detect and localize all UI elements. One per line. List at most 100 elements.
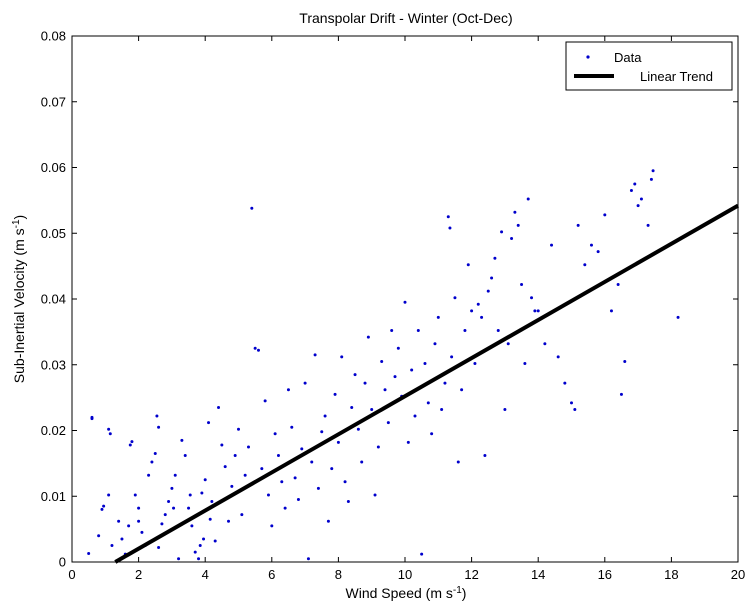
- data-point: [237, 427, 240, 431]
- data-point: [450, 355, 454, 359]
- data-point: [326, 519, 330, 523]
- x-tick-label: 12: [464, 567, 478, 582]
- data-point: [313, 353, 317, 357]
- data-point: [173, 473, 177, 477]
- data-point: [198, 544, 202, 548]
- data-point: [496, 329, 500, 333]
- data-point: [280, 480, 284, 484]
- data-point: [443, 381, 447, 385]
- data-point: [370, 407, 374, 411]
- data-point: [170, 486, 174, 490]
- data-point: [393, 375, 397, 379]
- y-tick-label: 0.02: [41, 423, 66, 438]
- data-point: [436, 315, 440, 319]
- data-point: [380, 359, 384, 363]
- data-point: [187, 506, 191, 510]
- data-point: [573, 407, 577, 411]
- data-point: [503, 407, 507, 411]
- y-tick-label: 0.01: [41, 489, 66, 504]
- data-point: [506, 342, 510, 346]
- data-point: [108, 432, 112, 436]
- data-point: [536, 309, 540, 313]
- data-point: [426, 401, 430, 405]
- data-point: [190, 524, 194, 528]
- data-point: [320, 430, 324, 434]
- data-point: [293, 476, 297, 480]
- data-point: [273, 432, 277, 436]
- data-point: [676, 315, 680, 319]
- data-point: [433, 342, 437, 346]
- y-tick-label: 0.05: [41, 226, 66, 241]
- data-point: [270, 524, 274, 528]
- data-point: [203, 478, 207, 482]
- data-point: [246, 445, 250, 449]
- data-point: [513, 210, 517, 214]
- data-point: [353, 373, 357, 377]
- data-point: [213, 539, 217, 543]
- x-tick-label: 6: [268, 567, 275, 582]
- x-axis-label: Wind Speed (m s-1): [346, 585, 467, 602]
- legend-box: [565, 41, 733, 91]
- data-point: [570, 401, 573, 405]
- x-tick-label: 16: [598, 567, 612, 582]
- x-tick-label: 20: [731, 567, 745, 582]
- data-point: [202, 537, 206, 541]
- data-point: [188, 493, 192, 497]
- linear-trend-line: [114, 203, 739, 564]
- data-point: [333, 392, 337, 396]
- data-point: [500, 230, 504, 234]
- data-point: [183, 453, 187, 457]
- data-point: [172, 506, 176, 510]
- data-point: [155, 414, 159, 418]
- data-point: [589, 243, 593, 247]
- x-tick-label: 2: [135, 567, 142, 582]
- x-axis-label-sup: -1: [453, 585, 462, 596]
- data-point: [366, 335, 370, 339]
- x-tick-label: 4: [202, 567, 209, 582]
- data-point: [243, 473, 247, 477]
- data-point: [486, 289, 490, 293]
- data-point: [556, 355, 560, 359]
- data-point: [160, 522, 164, 526]
- data-point: [583, 263, 587, 267]
- data-point: [633, 182, 637, 186]
- data-point: [306, 557, 310, 561]
- data-point: [208, 517, 212, 521]
- data-point: [376, 445, 380, 449]
- legend: Data Linear Trend: [565, 41, 733, 91]
- data-point: [266, 493, 270, 497]
- data-point: [107, 427, 111, 431]
- y-tick-label: 0.03: [41, 357, 66, 372]
- data-point: [140, 530, 144, 534]
- data-point: [430, 432, 434, 436]
- data-point: [97, 534, 101, 538]
- x-tick-label: 18: [664, 567, 678, 582]
- data-point: [167, 500, 171, 504]
- legend-data-marker: [586, 55, 590, 59]
- data-point: [157, 546, 161, 550]
- data-point: [356, 427, 360, 431]
- data-point: [310, 460, 314, 464]
- data-point: [128, 443, 132, 447]
- x-axis-label-main: Wind Speed (m s: [346, 585, 453, 601]
- data-point: [336, 440, 340, 444]
- data-point: [137, 506, 141, 510]
- data-point: [223, 465, 227, 469]
- data-point: [390, 329, 394, 333]
- data-point: [456, 460, 460, 464]
- data-point: [110, 544, 114, 548]
- data-point: [343, 480, 347, 484]
- data-point: [396, 346, 400, 350]
- data-point: [340, 355, 344, 359]
- data-point: [360, 460, 364, 464]
- data-point: [446, 215, 450, 219]
- data-point: [623, 359, 627, 363]
- legend-label-trend: Linear Trend: [640, 69, 713, 84]
- data-point: [220, 443, 224, 447]
- data-point: [619, 392, 623, 396]
- y-tick-label: 0: [59, 555, 66, 570]
- tick-labels: 0 2 4 6 8 10 12 14 16 18 20 0 0.01 0.02 0.03 0.04 0.05 0.…: [41, 29, 746, 583]
- data-point: [260, 467, 264, 471]
